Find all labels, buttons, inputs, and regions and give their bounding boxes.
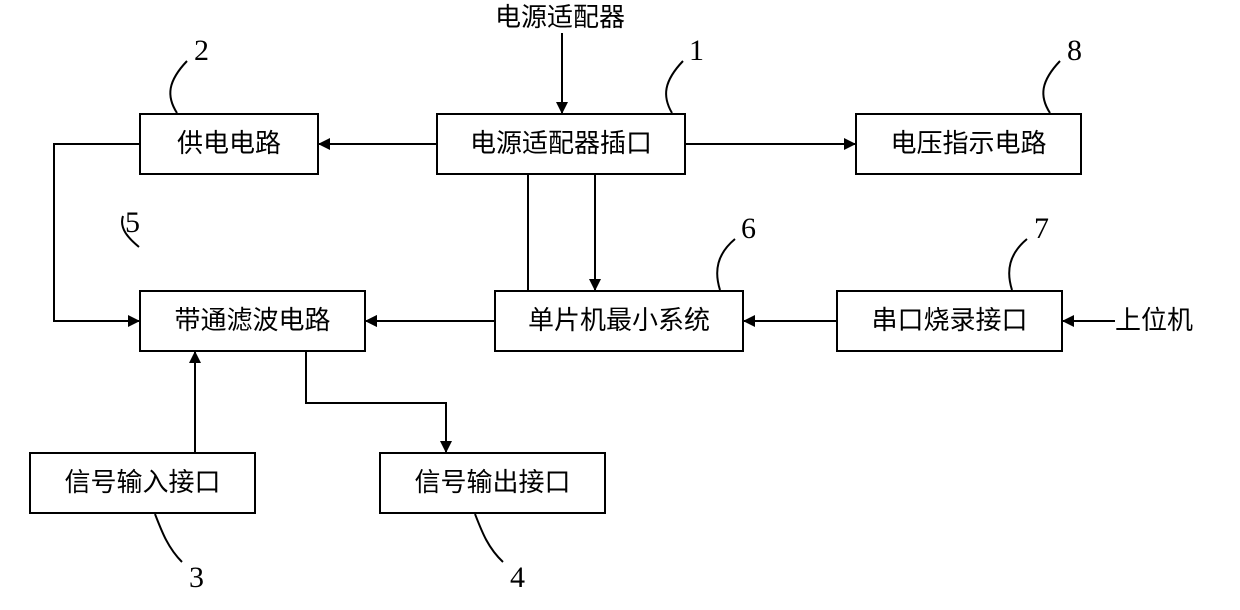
node-n3: 信号输入接口 (29, 452, 256, 514)
callout-leader-num4 (475, 514, 503, 562)
callout-leader-num2 (170, 61, 187, 113)
free-label-psu_top: 电源适配器 (495, 5, 625, 31)
node-n7: 串口烧录接口 (836, 290, 1063, 352)
arrow-n5_to_n4 (306, 352, 446, 452)
callout-leader-num6 (717, 239, 735, 290)
node-n1: 电源适配器插口 (436, 113, 686, 175)
node-n8: 电压指示电路 (855, 113, 1082, 175)
node-n6: 单片机最小系统 (494, 290, 744, 352)
node-n5: 带通滤波电路 (139, 290, 366, 352)
callout-number-num7: 7 (1034, 214, 1049, 244)
diagram-canvas: 供电电路 电源适配器插口 电压指示电路带通滤波电路 单片机最小系统 串口烧录接口信号输入… (0, 0, 1240, 610)
callout-leader-num8 (1043, 61, 1060, 113)
node-n2: 供电电路 (139, 113, 319, 175)
callout-leader-num3 (155, 514, 182, 562)
callout-leader-num1 (666, 61, 683, 113)
free-label-host_right: 上位机 (1115, 308, 1193, 334)
callout-number-num8: 8 (1067, 36, 1082, 66)
callout-leader-num7 (1009, 239, 1027, 290)
callout-number-num4: 4 (510, 563, 525, 593)
node-n4: 信号输出接口 (379, 452, 606, 514)
callout-number-num6: 6 (741, 214, 756, 244)
callout-number-num2: 2 (194, 36, 209, 66)
callout-number-num1: 1 (689, 36, 704, 66)
callout-number-num3: 3 (189, 563, 204, 593)
callout-number-num5: 5 (125, 208, 140, 238)
